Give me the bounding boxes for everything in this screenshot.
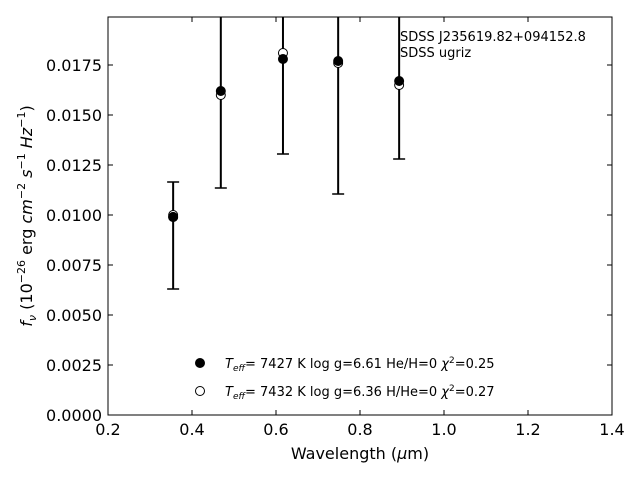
data-markers	[168, 48, 405, 222]
filled-point	[394, 76, 405, 86]
legend: Teff= 7427 K log g=6.61 He/H=0 χ2=0.25 T…	[195, 356, 495, 402]
y-tick-label: 0.0050	[46, 306, 102, 325]
legend-marker-open	[195, 386, 205, 396]
y-tick-label: 0.0000	[46, 406, 102, 425]
y-axis-label: fν (10−26 erg cm−2 s−1 Hz−1)	[15, 105, 39, 326]
x-tick-label: 0.6	[263, 420, 288, 439]
x-tick-label: 1.4	[599, 420, 624, 439]
x-tick-label: 0.8	[347, 420, 372, 439]
x-axis-label: Wavelength (μm)	[291, 444, 429, 463]
legend-marker-filled	[195, 358, 205, 368]
filled-point	[333, 56, 344, 66]
y-tick-label: 0.0025	[46, 356, 102, 375]
x-axis-ticks: 0.2 0.4 0.6 0.8 1.0 1.2 1.4	[95, 17, 625, 439]
svg-text:Wavelength (μm): Wavelength (μm)	[291, 444, 429, 463]
x-tick-label: 0.4	[179, 420, 204, 439]
plot-area	[107, 16, 613, 416]
y-axis-ticks: 0.0000 0.0025 0.0050 0.0075 0.0100 0.0125 0.01…	[46, 56, 612, 425]
y-tick-label: 0.0100	[46, 206, 102, 225]
y-tick-label: 0.0175	[46, 56, 102, 75]
error-bars	[167, 17, 406, 290]
legend-label-open: Teff= 7432 K log g=6.36 H/He=0 χ2=0.27	[225, 384, 495, 402]
filled-point	[277, 54, 288, 64]
y-tick-label: 0.0150	[46, 106, 102, 125]
y-tick-label: 0.0125	[46, 156, 102, 175]
x-tick-label: 0.2	[95, 420, 120, 439]
x-tick-label: 1.2	[515, 420, 540, 439]
svg-text:fν (10−26 erg cm−2 s−1 Hz−1): fν (10−26 erg cm−2 s−1 Hz−1)	[15, 105, 39, 326]
y-tick-label: 0.0075	[46, 256, 102, 275]
filled-point	[168, 212, 179, 222]
x-tick-label: 1.0	[431, 420, 456, 439]
legend-label-filled: Teff= 7427 K log g=6.61 He/H=0 χ2=0.25	[225, 356, 495, 374]
filled-point	[215, 86, 226, 96]
annotation-photometry: SDSS ugriz	[400, 46, 471, 61]
annotation-object-name: SDSS J235619.82+094152.8	[400, 30, 586, 45]
